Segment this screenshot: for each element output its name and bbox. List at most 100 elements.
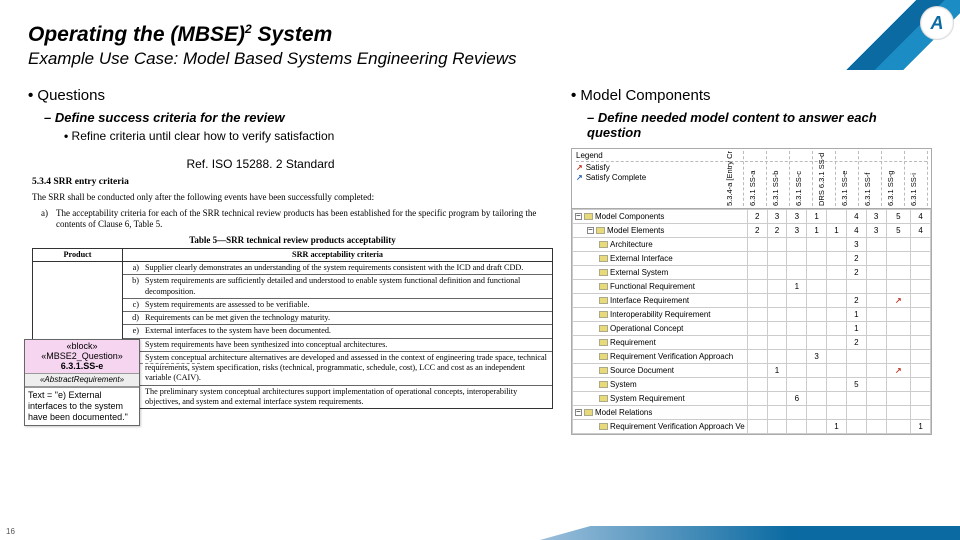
matrix-cell [827, 252, 847, 266]
matrix-cell [866, 420, 886, 434]
matrix-cell [807, 322, 827, 336]
table5-row: c)System requirements are assessed to be… [123, 299, 552, 312]
matrix-row-label: System [573, 378, 748, 392]
matrix-cell [747, 308, 767, 322]
matrix-cell: 2 [846, 266, 866, 280]
matrix-cell: 1 [846, 308, 866, 322]
matrix-row-label: Requirement Verification Approach Ve [573, 420, 748, 434]
matrix-cell [787, 294, 807, 308]
matrix-cell [827, 378, 847, 392]
matrix-cell [886, 420, 911, 434]
matrix-cell [886, 238, 911, 252]
questions-dash: Define success criteria for the review [44, 110, 553, 125]
matrix-cell [846, 406, 866, 420]
matrix-cell: 3 [787, 210, 807, 224]
matrix-row-label: Functional Requirement [573, 280, 748, 294]
matrix-cell [886, 378, 911, 392]
reference-label: Ref. ISO 15288. 2 Standard [28, 157, 493, 171]
satisfy-complete-icon: ↗ [576, 173, 583, 182]
page-number: 16 [6, 527, 15, 536]
matrix-cell [866, 308, 886, 322]
matrix-row: Model Elements223114354 [573, 224, 931, 238]
callout-leader-line [140, 363, 200, 364]
matrix-cell [886, 336, 911, 350]
table5-row: g)System conceptual architecture alterna… [123, 352, 552, 386]
matrix-row-label: Model Components [573, 210, 748, 224]
title-pre: Operating the (MBSE) [28, 23, 245, 46]
matrix-table: Model Components23314354Model Elements22… [572, 209, 931, 434]
left-column: Questions Define success criteria for th… [28, 87, 553, 435]
matrix-cell [767, 294, 787, 308]
table5-row-label: d) [123, 312, 145, 324]
footer-decoration [540, 526, 960, 540]
matrix-col-header: DRS 6.3.1 SS-d [816, 151, 836, 206]
matrix-cell [787, 322, 807, 336]
matrix-cell [886, 280, 911, 294]
matrix-cell [787, 308, 807, 322]
matrix-cell [747, 350, 767, 364]
matrix-cell [886, 308, 911, 322]
matrix-cell [866, 364, 886, 378]
matrix-cell [747, 406, 767, 420]
page-title: Operating the (MBSE)2 System [28, 22, 932, 47]
matrix-cell [866, 378, 886, 392]
matrix-cell [827, 266, 847, 280]
matrix-cell: 2 [846, 294, 866, 308]
matrix-cell [747, 322, 767, 336]
matrix-cell [866, 336, 886, 350]
matrix-cell [827, 364, 847, 378]
matrix-row-label: Interoperability Requirement [573, 308, 748, 322]
matrix-cell [787, 238, 807, 252]
matrix-cell [807, 238, 827, 252]
table5-h2: SRR acceptability criteria [123, 248, 553, 261]
callout-name: 6.3.1.SS-e [27, 362, 137, 372]
table5-h1: Product [33, 248, 123, 261]
table5-row-text: System requirements are assessed to be v… [145, 299, 552, 311]
matrix-col-header: 6.3.1 SS-c [793, 151, 813, 206]
matrix-cell [747, 420, 767, 434]
table5-caption: Table 5—SRR technical review products ac… [32, 235, 553, 246]
matrix-cell: 3 [846, 238, 866, 252]
matrix-cell: 1 [807, 224, 827, 238]
matrix-legend: Legend ↗Satisfy ↗Satisfy Complete 5.3.4-… [572, 149, 931, 209]
matrix-row-label: System Requirement [573, 392, 748, 406]
table5-row-text: Supplier clearly demonstrates an underst… [145, 262, 552, 274]
matrix-cell: 5 [846, 378, 866, 392]
matrix-cell: 4 [911, 210, 931, 224]
legend2: Satisfy Complete [586, 173, 646, 182]
matrix-cell [827, 392, 847, 406]
matrix-row: Source Document1↗ [573, 364, 931, 378]
table5-row-label: a) [123, 262, 145, 274]
matrix-cell: 1 [827, 420, 847, 434]
table5-row-label: c) [123, 299, 145, 311]
matrix-cell [911, 266, 931, 280]
matrix-cell [911, 238, 931, 252]
std-intro: The SRR shall be conducted only after th… [32, 192, 553, 203]
matrix-cell: 3 [866, 224, 886, 238]
matrix-cell [787, 350, 807, 364]
matrix-cell [886, 406, 911, 420]
matrix-cell: 4 [846, 210, 866, 224]
matrix-cell [846, 364, 866, 378]
matrix-cell: 3 [787, 224, 807, 238]
legend1: Satisfy [586, 163, 610, 172]
matrix-col-header: 6.3.1 SS-e [839, 151, 859, 206]
matrix-cell [827, 322, 847, 336]
matrix-cell: 5 [886, 224, 911, 238]
matrix-cell [787, 364, 807, 378]
matrix-cell [911, 308, 931, 322]
std-section: 5.3.4 SRR entry criteria [32, 177, 553, 189]
matrix-cell [911, 322, 931, 336]
callout-text: Text = "e) External interfaces to the sy… [25, 387, 139, 426]
table5-row-text: System requirements have been synthesize… [145, 339, 552, 351]
matrix-cell: 1 [827, 224, 847, 238]
matrix-row-label: Model Elements [573, 224, 748, 238]
table5-row: a)Supplier clearly demonstrates an under… [123, 262, 552, 275]
title-post: System [252, 23, 333, 46]
matrix-cell [747, 364, 767, 378]
matrix-row-label: Interface Requirement [573, 294, 748, 308]
components-dash: Define needed model content to answer ea… [587, 110, 932, 140]
matrix-row-label: Requirement Verification Approach [573, 350, 748, 364]
page-subtitle: Example Use Case: Model Based Systems En… [28, 49, 932, 69]
questions-heading: Questions [28, 87, 553, 104]
